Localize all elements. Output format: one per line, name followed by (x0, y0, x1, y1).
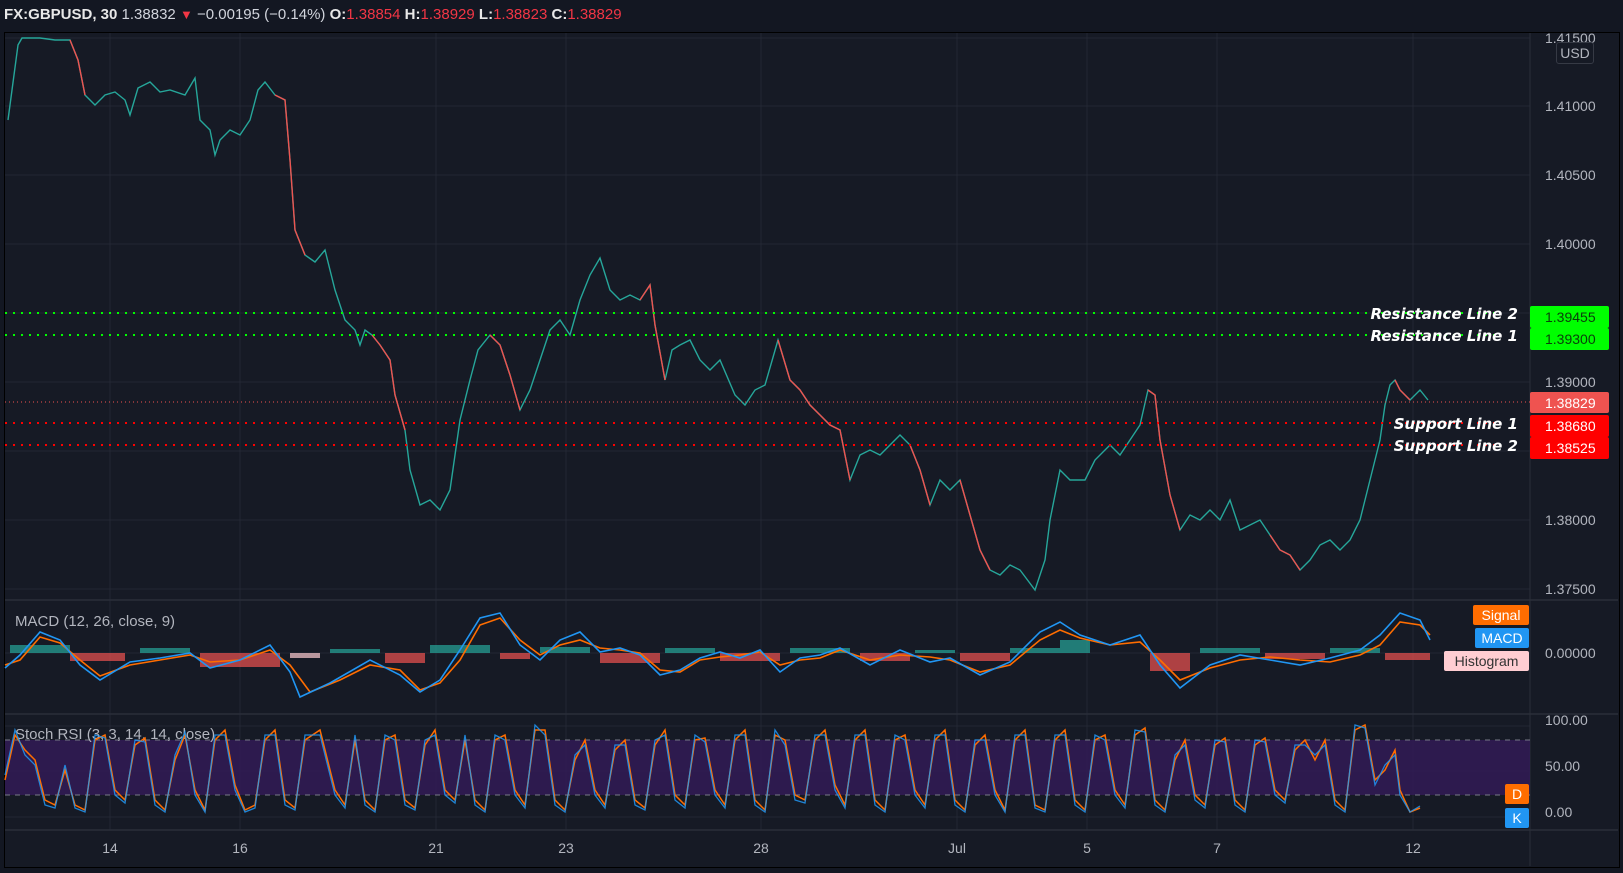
macd-title[interactable]: MACD (12, 26, close, 9) (15, 613, 175, 630)
time-tick: Jul (948, 840, 966, 856)
stoch-d-badge: D (1505, 784, 1529, 804)
macd-signal-badge: Signal (1473, 605, 1529, 625)
stoch-tick: 0.00 (1545, 804, 1572, 820)
price-change: −0.00195 (−0.14%) (196, 6, 326, 23)
support-1-price: 1.38680 (1545, 418, 1596, 434)
macd-histogram-badge: Histogram (1444, 651, 1529, 671)
time-tick: 16 (232, 840, 248, 856)
time-tick: 28 (753, 840, 769, 856)
macd-line-badge: MACD (1475, 628, 1529, 648)
resistance-1-price-tag (1530, 328, 1609, 350)
macd-zero-tick: 0.00000 (1545, 645, 1596, 661)
support-2-price-tag (1530, 437, 1609, 459)
support-2-price: 1.38525 (1545, 440, 1596, 456)
price-tick: 1.39000 (1545, 374, 1596, 390)
symbol-header: FX:GBPUSD, 30 1.38832 ▼ −0.00195 (−0.14%… (0, 0, 1623, 32)
time-tick: 14 (102, 840, 118, 856)
stoch-rsi-title[interactable]: Stoch RSI (3, 3, 14, 14, close) (15, 726, 215, 743)
stoch-d-line (4, 723, 1421, 813)
time-axis[interactable]: 14 16 21 23 28 Jul 5 7 12 (102, 840, 1421, 856)
stoch-k-badge: K (1505, 808, 1529, 828)
stoch-tick: 50.00 (1545, 758, 1580, 774)
resistance-line-1-label: Resistance Line 1 (1371, 327, 1518, 345)
time-tick: 21 (428, 840, 444, 856)
resistance-line-2-label: Resistance Line 2 (1371, 305, 1518, 323)
resistance-1-price: 1.39300 (1545, 331, 1596, 347)
price-tick: 1.40500 (1545, 167, 1596, 183)
price-tick: 1.40000 (1545, 236, 1596, 252)
support-line-1-label: Support Line 1 (1394, 415, 1518, 433)
time-tick: 5 (1083, 840, 1091, 856)
resistance-2-price: 1.39455 (1545, 309, 1596, 325)
last-price-value: 1.38829 (1545, 395, 1596, 411)
currency-badge[interactable]: USD (1556, 42, 1594, 64)
price-axis[interactable]: 1.41500 1.41000 1.40500 1.40000 1.39000 … (1545, 30, 1596, 597)
open-value: 1.38854 (346, 6, 401, 23)
time-tick: 12 (1405, 840, 1421, 856)
price-tick: 1.37500 (1545, 581, 1596, 597)
high-label: H: (404, 6, 421, 23)
low-value: 1.38823 (493, 6, 548, 23)
macd-line (4, 612, 1431, 699)
close-label: C: (551, 6, 568, 23)
support-1-price-tag (1530, 415, 1609, 437)
last-price: 1.38832 (121, 6, 176, 23)
high-value: 1.38929 (420, 6, 475, 23)
resistance-2-price-tag (1530, 306, 1609, 328)
price-tick: 1.41000 (1545, 98, 1596, 114)
down-candles (69, 39, 1411, 571)
chart-frame (4, 32, 1620, 868)
down-arrow-icon: ▼ (179, 7, 193, 22)
candlestick-series (7, 37, 1429, 592)
stoch-tick: 100.00 (1545, 712, 1588, 728)
open-label: O: (329, 6, 347, 23)
low-label: L: (478, 6, 494, 23)
stoch-k-line (4, 723, 1421, 814)
last-price-tag (1530, 392, 1609, 413)
symbol-label[interactable]: FX:GBPUSD, 30 (4, 6, 118, 23)
support-line-2-label: Support Line 2 (1394, 437, 1518, 455)
close-value: 1.38829 (567, 6, 622, 23)
time-tick: 23 (558, 840, 574, 856)
price-tick: 1.38000 (1545, 512, 1596, 528)
grid (5, 33, 1530, 830)
time-tick: 7 (1213, 840, 1221, 856)
